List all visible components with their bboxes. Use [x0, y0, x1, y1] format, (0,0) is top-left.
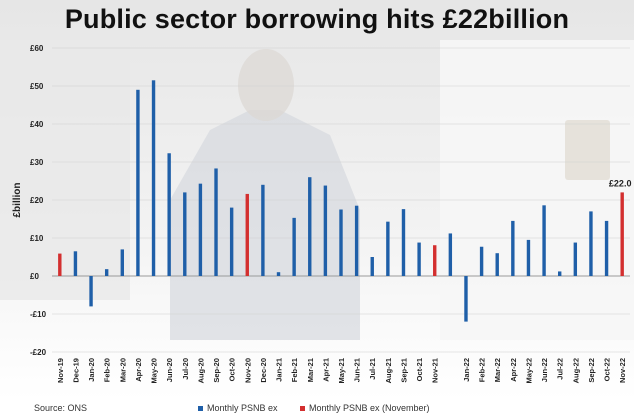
bar-monthly: [573, 242, 578, 276]
bar-monthly: [464, 276, 468, 322]
legend-item-november: Monthly PSNB ex (November): [300, 403, 430, 413]
x-tick-label: Jun-22: [540, 358, 549, 382]
bar-november: [433, 245, 437, 276]
bar-monthly: [339, 209, 343, 276]
x-tick-label: Jul-22: [556, 358, 565, 380]
bar-november: [245, 193, 249, 276]
x-tick-label: Mar-21: [306, 358, 315, 382]
y-tick-label: -£10: [30, 310, 47, 319]
x-tick-label: Feb-20: [103, 358, 112, 382]
y-tick-label: £20: [30, 196, 44, 205]
bar-monthly: [198, 183, 203, 276]
x-tick-label: Sep-21: [399, 358, 408, 383]
bar-monthly: [323, 185, 328, 276]
bar-monthly: [229, 207, 234, 276]
x-tick-label: Nov-22: [618, 358, 627, 383]
bar-monthly: [589, 211, 593, 276]
x-tick-label: Feb-21: [290, 358, 299, 382]
x-tick-label: Aug-22: [571, 358, 580, 383]
x-tick-label: Mar-22: [493, 358, 502, 382]
x-tick-label: Feb-22: [478, 358, 487, 382]
bar-monthly: [354, 205, 359, 276]
y-tick-label: £10: [30, 234, 44, 243]
bar-monthly: [511, 220, 515, 276]
legend-item-monthly: Monthly PSNB ex: [198, 403, 278, 413]
bar-monthly: [183, 192, 187, 276]
x-tick-label: Dec-19: [71, 358, 80, 383]
bar-monthly: [370, 257, 374, 276]
bar-monthly: [542, 205, 546, 276]
bar-monthly: [276, 272, 281, 276]
legend-swatch-november: [300, 406, 305, 412]
y-tick-label: £60: [30, 44, 44, 53]
x-tick-label: Jan-21: [275, 358, 284, 382]
bar-monthly: [417, 242, 421, 276]
bar-monthly: [495, 253, 499, 276]
x-tick-label: Sep-20: [212, 358, 221, 383]
x-tick-label: Nov-20: [243, 358, 252, 383]
y-tick-label: -£20: [30, 348, 47, 357]
annotations: £22.0: [609, 178, 632, 188]
x-tick-label: Apr-20: [134, 358, 143, 382]
x-tick-label: Jun-20: [165, 358, 174, 382]
data-label: £22.0: [609, 178, 632, 188]
x-tick-label: Dec-20: [259, 358, 268, 383]
bar-monthly: [167, 153, 171, 276]
x-tick-label: May-20: [150, 358, 159, 383]
y-tick-label: £0: [30, 272, 39, 281]
source-note: Source: ONS: [34, 403, 88, 413]
bar-monthly: [214, 168, 218, 276]
x-tick-label: Jul-20: [181, 358, 190, 380]
y-tick-label: £30: [30, 158, 44, 167]
bar-monthly: [604, 220, 609, 276]
x-tick-label: Sep-22: [587, 358, 596, 383]
x-tick-label: Jan-20: [87, 358, 96, 382]
grid-lines: [52, 47, 630, 353]
bar-chart: £60 £50 £40 £30 £20 £10 £0 -£10 -£20 £billion No…: [12, 44, 632, 383]
bar-monthly: [136, 89, 140, 276]
chart-footer: Source: ONS Monthly PSNB ex Monthly PSNB…: [0, 400, 634, 420]
x-tick-label: Apr-22: [509, 358, 518, 382]
bar-monthly: [558, 271, 562, 276]
x-tick-label: Mar-20: [118, 358, 127, 382]
x-tick-label: Oct-22: [603, 358, 612, 381]
x-tick-label: Nov-21: [431, 358, 440, 383]
y-tick-label: £40: [30, 120, 44, 129]
chart-title: Public sector borrowing hits £22billion: [64, 4, 570, 34]
bar-monthly: [261, 184, 265, 276]
x-tick-label: Oct-21: [415, 358, 424, 381]
x-tick-label: May-22: [524, 358, 533, 383]
x-tick-label: Jan-22: [462, 358, 471, 382]
x-tick-label: Aug-21: [384, 358, 393, 383]
x-tick-label: Apr-21: [321, 358, 330, 382]
bar-monthly: [479, 246, 484, 276]
x-axis-ticks: Nov-19 Dec-19 Jan-20 Feb-20 Mar-20 Apr-20 May-…: [56, 358, 627, 383]
bar-monthly: [526, 239, 531, 276]
x-tick-label: Oct-20: [228, 358, 237, 381]
legend-label-november: Monthly PSNB ex (November): [309, 403, 430, 413]
legend-swatch-monthly: [198, 406, 203, 412]
bar-monthly: [120, 249, 124, 276]
bar-monthly: [386, 221, 390, 276]
x-tick-label: Nov-19: [56, 358, 65, 383]
bar-monthly: [308, 177, 312, 276]
bar-monthly: [292, 217, 296, 276]
bars: [58, 80, 624, 322]
x-tick-label: May-21: [337, 358, 346, 383]
x-tick-label: Aug-20: [196, 358, 205, 383]
bar-monthly: [448, 233, 453, 276]
bar-monthly: [89, 276, 93, 307]
bar-monthly: [73, 251, 78, 276]
legend-label-monthly: Monthly PSNB ex: [207, 403, 278, 413]
y-axis-ticks: £60 £50 £40 £30 £20 £10 £0 -£10 -£20: [30, 44, 47, 357]
bar-november: [58, 253, 62, 276]
x-tick-label: Jul-21: [368, 358, 377, 380]
bar-monthly: [151, 80, 156, 276]
x-tick-label: Jun-21: [353, 358, 362, 382]
bar-november: [620, 192, 624, 276]
y-tick-label: £50: [30, 82, 44, 91]
bar-monthly: [104, 269, 109, 276]
y-axis-label: £billion: [12, 183, 23, 218]
bar-monthly: [401, 209, 406, 276]
